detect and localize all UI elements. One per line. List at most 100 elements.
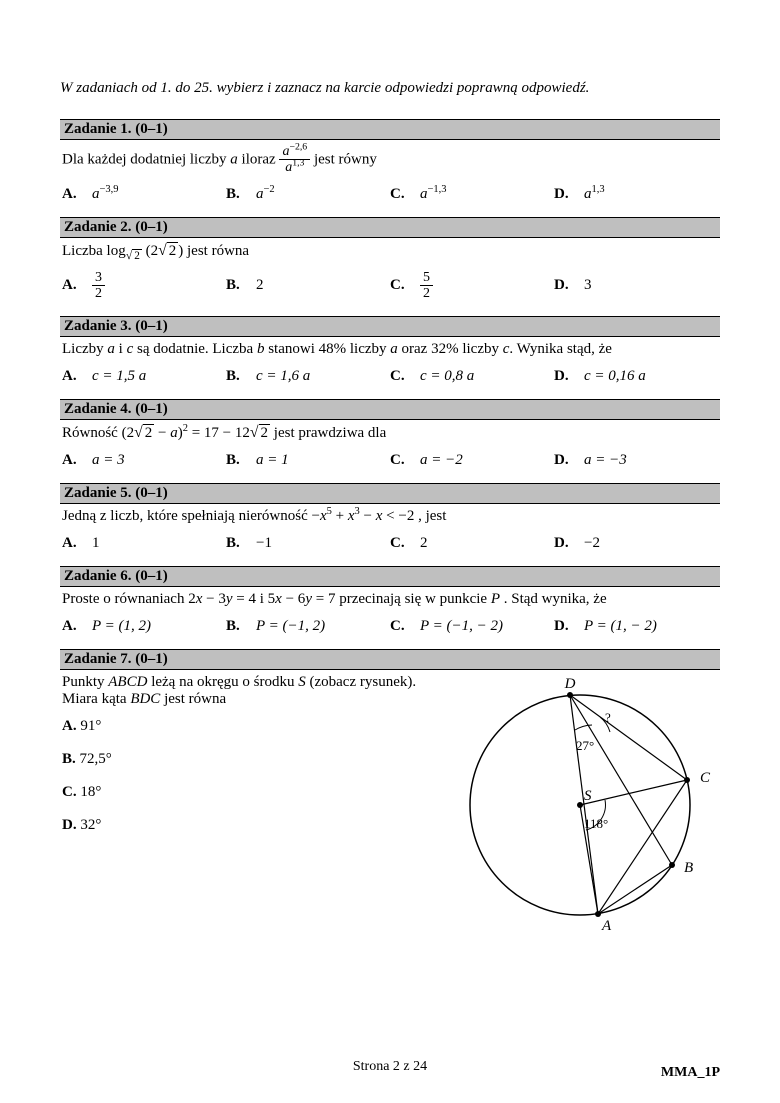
task-2-options: A.32 B.2 C.52 D.3 [60, 262, 720, 308]
opt-a-num: 3 [92, 270, 105, 286]
task-6-opt-a[interactable]: A.P = (1, 2) [62, 618, 226, 635]
t6-post: . Stąd wynika, że [504, 591, 607, 607]
task-3-opt-d[interactable]: D. c = 0,16 a [554, 368, 718, 385]
opt-d-val: 3 [584, 277, 592, 294]
task-6-opt-c[interactable]: C.P = (−1, − 2) [390, 618, 554, 635]
t6-mid2: przecinają się w punkcie [339, 591, 491, 607]
opt-label: A. [62, 535, 82, 552]
opt-label: C. [390, 368, 410, 385]
task-4-opt-a[interactable]: A.a = 3 [62, 452, 226, 469]
task-3-opt-c[interactable]: C. c = 0,8 a [390, 368, 554, 385]
t5-post: , jest [418, 508, 446, 524]
task-6-options: A.P = (1, 2) B.P = (−1, 2) C.P = (−1, − … [60, 610, 720, 641]
opt-c-den: 2 [420, 286, 433, 301]
opt-val: a = 3 [92, 452, 125, 469]
task-2-opt-b[interactable]: B.2 [226, 270, 390, 302]
task-3-header: Zadanie 3. (0–1) [60, 316, 720, 337]
opt-c-exp: −1,3 [428, 184, 447, 195]
opt-val: c = 1,5 a [92, 368, 146, 385]
opt-val: 2 [420, 535, 428, 552]
label-a: A [601, 918, 612, 934]
t6-pre: Proste o równaniach [62, 591, 188, 607]
task-1-var: a [230, 151, 238, 167]
task-2-opt-c[interactable]: C.52 [390, 270, 554, 302]
t4-post: jest prawdziwa dla [274, 425, 386, 441]
task-2-body: Liczba log√2 (2√2) jest równa [60, 238, 720, 262]
opt-b-exp: −2 [264, 184, 275, 195]
instruction: W zadaniach od 1. do 25. wybierz i zazna… [60, 80, 720, 97]
opt-label: B. [226, 368, 246, 385]
opt-d-exp: 1,3 [592, 184, 605, 195]
task-1-body: Dla każdej dodatniej liczby a iloraz a−2… [60, 140, 720, 178]
task-3-options: A. c = 1,5 a B.c = 1,6 a C. c = 0,8 a D. c … [60, 360, 720, 391]
opt-a-base: a [92, 186, 100, 202]
angle-118: 118° [584, 816, 608, 831]
task-7-opt-c[interactable]: C. 18° [60, 776, 430, 809]
opt-label: D. [554, 277, 574, 294]
opt-label: B. [226, 452, 246, 469]
opt-val: c = 0,8 a [420, 368, 474, 385]
t4-exp: 2 [183, 423, 188, 434]
task-7-opt-a[interactable]: A. 91° [60, 710, 430, 743]
task-1-prompt-pre: Dla każdej dodatniej liczby [62, 151, 230, 167]
task-1-prompt-post: jest równy [314, 151, 377, 167]
task-7-prompt: Punkty ABCD leżą na okręgu o środku S (z… [60, 670, 430, 710]
task-1-prompt-mid: iloraz [238, 151, 280, 167]
opt-label: A. [62, 277, 82, 294]
task-6-opt-d[interactable]: D.P = (1, − 2) [554, 618, 718, 635]
opt-label-b: B. [226, 186, 246, 203]
opt-label: B. [62, 751, 76, 767]
task-2-prompt-post: jest równa [187, 243, 249, 259]
t4-pre: Równość [62, 425, 122, 441]
task-5-opt-a[interactable]: A.1 [62, 535, 226, 552]
task-3-opt-b[interactable]: B.c = 1,6 a [226, 368, 390, 385]
task-4-opt-d[interactable]: D.a = −3 [554, 452, 718, 469]
opt-val: c = 0,16 a [584, 368, 646, 385]
task-1-opt-b[interactable]: B.a−2 [226, 186, 390, 203]
task-1-opt-d[interactable]: D.a1,3 [554, 186, 718, 203]
opt-label-d: D. [554, 186, 574, 203]
opt-val: P = (1, 2) [92, 618, 151, 635]
task-5-opt-c[interactable]: C.2 [390, 535, 554, 552]
opt-label-c: C. [390, 186, 410, 203]
task-2-opt-a[interactable]: A. 32 [62, 270, 226, 302]
task-6-opt-b[interactable]: B.P = (−1, 2) [226, 618, 390, 635]
opt-val: a = −2 [420, 452, 463, 469]
t6-mid1: i [260, 591, 268, 607]
opt-label: B. [226, 618, 246, 635]
task-7-figure: D C B A S 27° ? 11 [440, 670, 720, 935]
frac-num-exp: −2,6 [289, 141, 307, 152]
opt-val: a = 1 [256, 452, 289, 469]
task-4-opt-c[interactable]: C.a = −2 [390, 452, 554, 469]
opt-label: D. [554, 535, 574, 552]
task-1-opt-c[interactable]: C. a−1,3 [390, 186, 554, 203]
task-5-prompt: Jedną z liczb, które spełniają nierównoś… [60, 504, 720, 527]
task-7-opt-b[interactable]: B. 72,5° [60, 743, 430, 776]
task-5-opt-d[interactable]: D.−2 [554, 535, 718, 552]
task-4-header: Zadanie 4. (0–1) [60, 399, 720, 420]
task-7-opt-d[interactable]: D. 32° [60, 809, 430, 842]
opt-label: B. [226, 535, 246, 552]
task-5-options: A.1 B. −1 C.2 D.−2 [60, 527, 720, 558]
opt-label: C. [390, 618, 410, 635]
opt-label: A. [62, 368, 82, 385]
task-5-opt-b[interactable]: B. −1 [226, 535, 390, 552]
opt-val: −1 [256, 535, 272, 552]
opt-label: C. [390, 277, 410, 294]
opt-a-den: 2 [92, 286, 105, 301]
task-1-frac: a−2,6 a1,3 [279, 144, 310, 176]
opt-c-base: a [420, 186, 428, 202]
opt-label: D. [554, 368, 574, 385]
task-2-opt-d[interactable]: D. 3 [554, 270, 718, 302]
opt-val: 32° [80, 817, 101, 833]
task-1-options: A.a−3,9 B.a−2 C.a−1,3 D.a1,3 [60, 178, 720, 209]
task-1-opt-a[interactable]: A.a−3,9 [62, 186, 226, 203]
task-3-opt-a[interactable]: A. c = 1,5 a [62, 368, 226, 385]
opt-label: A. [62, 718, 77, 734]
task-2-arg: 2√2 [151, 243, 179, 259]
task-6-prompt: Proste o równaniach 2x − 3y = 4 i 5x − 6… [60, 587, 720, 610]
circle-diagram: D C B A S 27° ? 11 [440, 670, 720, 930]
task-4-opt-b[interactable]: B. a = 1 [226, 452, 390, 469]
opt-label-a: A. [62, 186, 82, 203]
task-5-header: Zadanie 5. (0–1) [60, 483, 720, 504]
